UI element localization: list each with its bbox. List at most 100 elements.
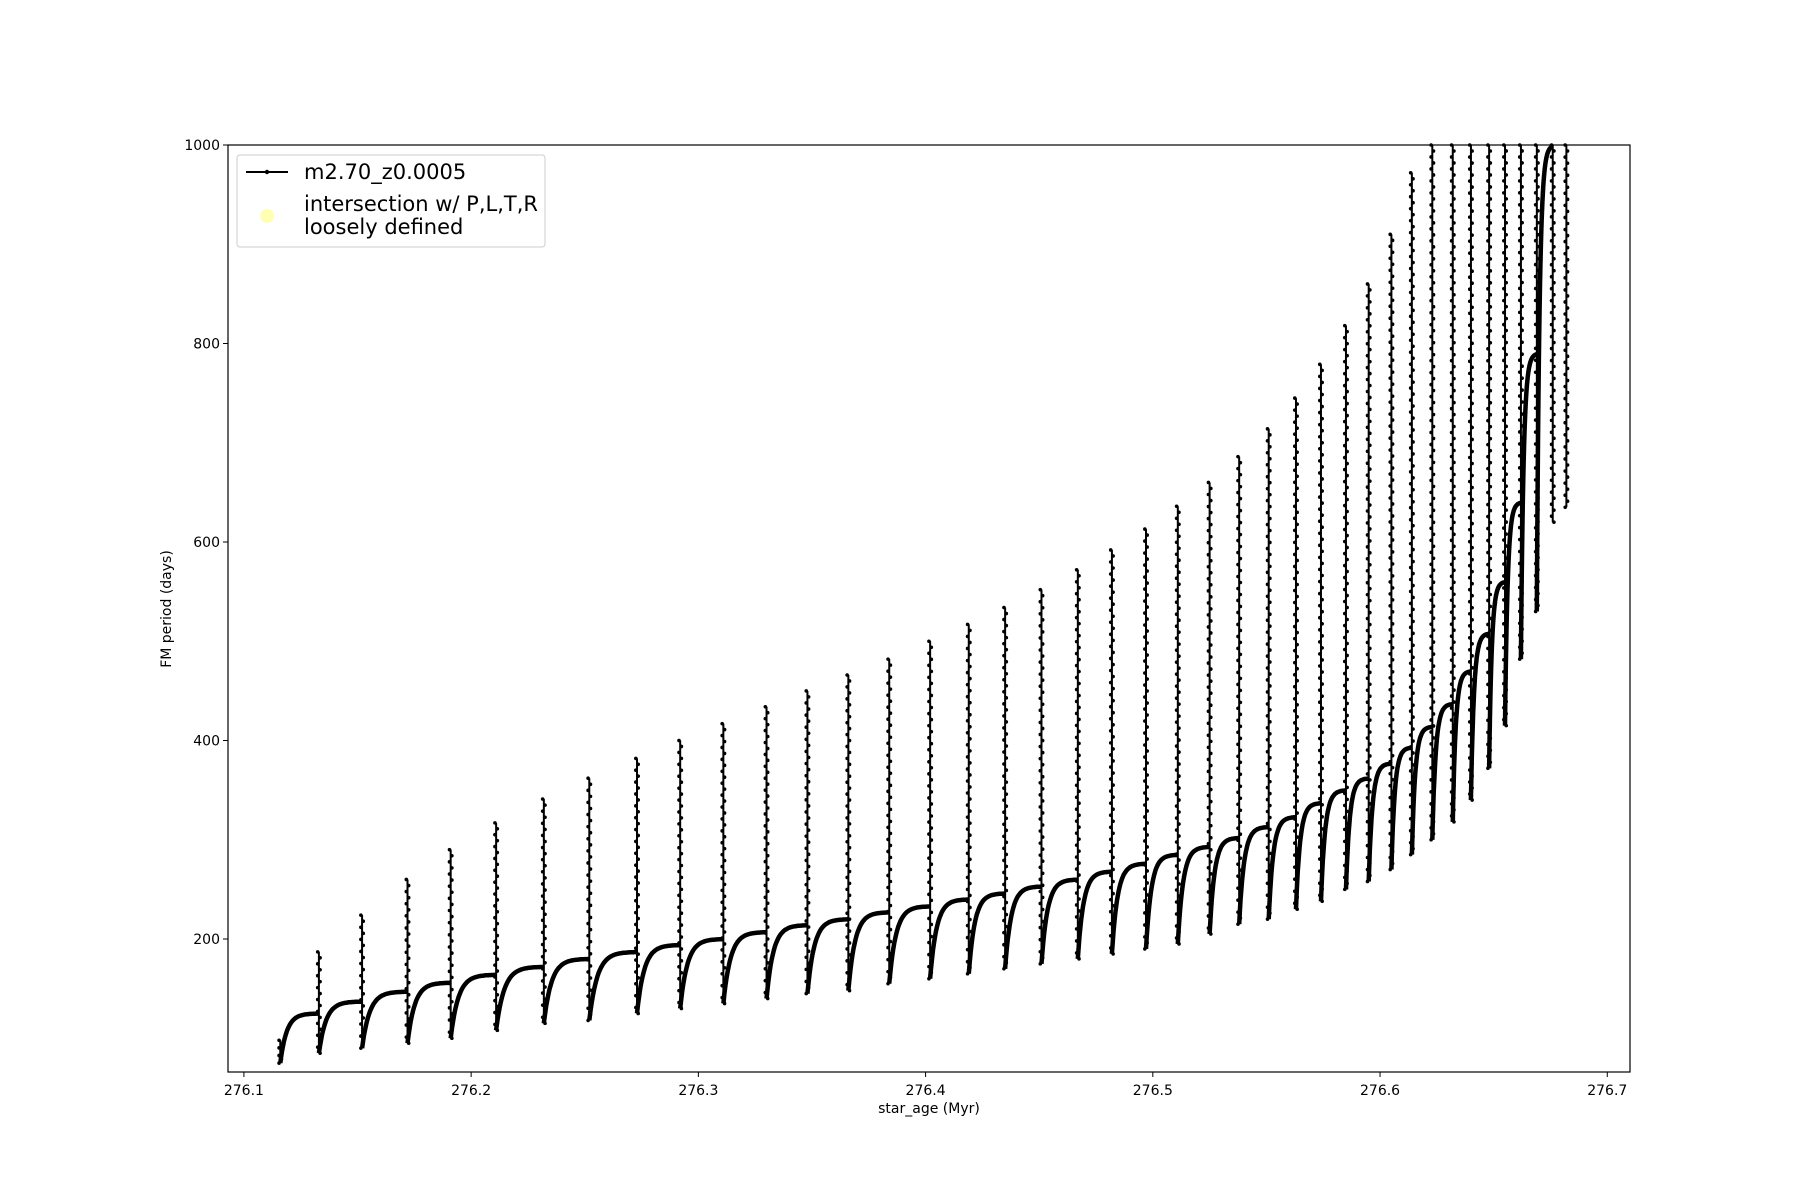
data-point <box>1368 455 1372 460</box>
data-point <box>968 857 972 862</box>
data-point <box>1449 550 1454 555</box>
data-point <box>1563 155 1567 159</box>
data-point <box>1452 532 1456 537</box>
data-point <box>450 1036 454 1041</box>
data-point <box>1002 653 1006 658</box>
data-point <box>765 996 770 1001</box>
data-point <box>1143 803 1147 807</box>
data-point <box>1317 519 1322 524</box>
data-point <box>1517 262 1522 267</box>
data-point <box>1368 622 1372 627</box>
data-point <box>1520 220 1524 225</box>
data-point <box>1268 636 1272 640</box>
data-point <box>1002 954 1006 959</box>
data-point <box>1429 227 1433 231</box>
data-point <box>1449 574 1454 579</box>
data-point <box>1452 185 1456 189</box>
data-point <box>1390 406 1395 410</box>
data-point <box>636 940 641 945</box>
data-point <box>1111 843 1115 848</box>
data-point <box>1292 721 1297 725</box>
data-point <box>540 991 545 995</box>
data-point <box>1517 645 1522 649</box>
data-point <box>495 969 500 973</box>
data-point <box>1368 730 1372 734</box>
data-point <box>1345 365 1349 370</box>
data-point <box>1452 796 1456 800</box>
data-point <box>586 958 590 962</box>
data-point <box>1345 653 1349 658</box>
data-point <box>765 782 770 786</box>
data-point <box>1486 287 1490 291</box>
data-point <box>1236 910 1240 914</box>
data-point <box>1238 568 1243 573</box>
data-point <box>1368 383 1372 388</box>
data-point <box>1236 802 1240 807</box>
data-point <box>1345 773 1349 778</box>
data-point <box>1486 430 1490 435</box>
data-point <box>679 875 684 880</box>
data-point <box>1002 690 1006 694</box>
data-point <box>845 804 849 808</box>
data-point <box>845 899 849 904</box>
data-point <box>1268 576 1272 581</box>
data-point <box>1388 448 1393 452</box>
data-point <box>1368 646 1372 651</box>
data-point <box>1265 821 1270 826</box>
data-point <box>886 945 890 950</box>
data-point <box>1520 400 1524 404</box>
data-point <box>1431 520 1436 525</box>
data-point <box>359 913 363 917</box>
data-point <box>1004 732 1009 736</box>
data-point <box>634 1005 638 1010</box>
data-point <box>1536 304 1540 309</box>
data-point <box>404 914 409 918</box>
data-point <box>1206 757 1211 762</box>
data-point <box>1429 251 1433 255</box>
data-point <box>543 924 547 929</box>
y-tick-label: 200 <box>193 932 220 948</box>
data-point <box>929 657 934 662</box>
data-point <box>1488 197 1493 201</box>
data-point <box>1345 629 1349 634</box>
data-point <box>586 836 590 841</box>
data-point <box>927 663 931 668</box>
data-point <box>1342 839 1347 844</box>
data-point <box>1365 365 1370 370</box>
data-point <box>1533 537 1538 542</box>
data-point <box>1365 377 1370 382</box>
data-point <box>1345 401 1349 406</box>
data-point <box>1488 676 1493 681</box>
data-point <box>1431 484 1436 489</box>
data-point <box>929 669 934 674</box>
data-point <box>1268 528 1272 533</box>
data-point <box>886 885 890 890</box>
data-point <box>1342 407 1347 412</box>
data-point <box>1502 346 1506 351</box>
data-point <box>1429 825 1433 830</box>
data-point <box>1517 286 1522 291</box>
data-point <box>450 975 454 980</box>
data-point <box>1342 455 1347 460</box>
data-point <box>1486 490 1490 495</box>
data-point <box>1536 567 1540 572</box>
data-point <box>845 947 849 951</box>
data-point <box>1038 901 1043 906</box>
data-point <box>1563 505 1567 510</box>
data-point <box>1467 780 1472 784</box>
data-point <box>315 950 320 954</box>
data-point <box>1502 155 1506 159</box>
cycle-recovery-curve <box>966 891 1006 974</box>
data-point <box>1549 382 1554 387</box>
data-point <box>1431 700 1436 704</box>
data-point <box>1504 316 1509 321</box>
data-point <box>1429 406 1433 411</box>
data-point <box>1295 558 1299 563</box>
data-point <box>495 898 500 902</box>
data-point <box>1408 182 1413 187</box>
data-point <box>1431 376 1436 381</box>
data-point <box>1449 502 1454 507</box>
data-point <box>1504 699 1509 704</box>
data-point <box>1209 631 1213 635</box>
data-point <box>1004 671 1009 676</box>
